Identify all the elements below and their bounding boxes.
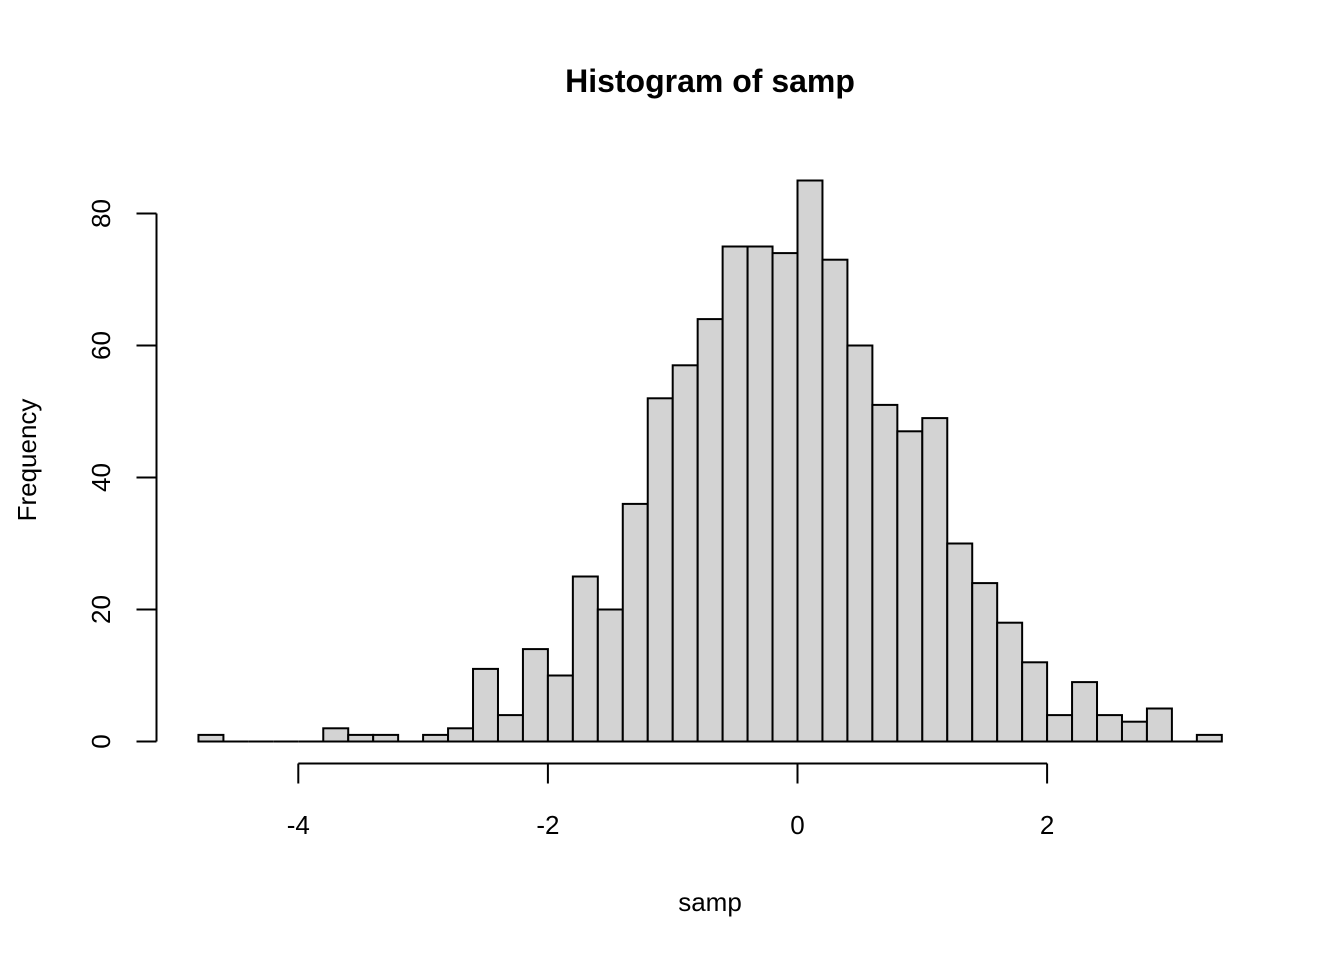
- chart-title: Histogram of samp: [565, 63, 855, 99]
- histogram-bar: [996, 621, 1024, 743]
- histogram-bar: [946, 542, 974, 743]
- x-axis-label: samp: [678, 887, 742, 917]
- histogram-bar: [546, 674, 574, 743]
- histogram-bar: [422, 733, 450, 743]
- histogram-bar: [472, 667, 499, 743]
- x-tick-label: -4: [287, 810, 310, 840]
- histogram-bar: [821, 258, 849, 743]
- x-axis: -4 -2 0 2: [287, 762, 1054, 840]
- histogram-bar: [1021, 661, 1049, 743]
- histogram-bar: [447, 727, 475, 743]
- histogram-bar: [521, 648, 549, 743]
- x-tick-label: 0: [790, 810, 804, 840]
- histogram-bar: [322, 727, 350, 743]
- histogram-bar: [771, 252, 799, 743]
- y-tick-label: 20: [86, 595, 116, 624]
- histogram-bar: [372, 733, 400, 743]
- x-tick-label: 2: [1040, 810, 1054, 840]
- histogram-bar: [197, 733, 225, 743]
- histogram-bar: [846, 344, 874, 743]
- histogram-bar: [496, 714, 524, 743]
- histogram-bar: [571, 575, 599, 743]
- histogram-bar: [796, 179, 824, 743]
- histogram-bar: [1120, 720, 1148, 743]
- histogram-bar: [971, 582, 999, 743]
- histogram-bar: [347, 733, 375, 743]
- histogram-bar: [1096, 714, 1123, 743]
- histogram-bar: [1145, 707, 1173, 743]
- histogram-bar: [646, 397, 674, 743]
- histogram-bar: [596, 608, 624, 743]
- bars-group: [197, 179, 1223, 743]
- histogram-bar: [721, 245, 749, 743]
- histogram-bar: [696, 318, 724, 743]
- y-tick-label: 80: [86, 199, 116, 228]
- histogram-bar: [921, 417, 949, 743]
- histogram-bar: [896, 430, 924, 743]
- histogram-bar: [1071, 681, 1099, 743]
- y-tick-label: 60: [86, 331, 116, 360]
- histogram-bar: [1046, 714, 1074, 743]
- y-axis-label: Frequency: [12, 399, 42, 522]
- histogram-bar: [671, 364, 699, 743]
- y-tick-label: 0: [86, 734, 116, 748]
- y-tick-label: 40: [86, 463, 116, 492]
- histogram-bar: [746, 245, 774, 743]
- y-axis: 0 20 40 60 80: [86, 199, 158, 749]
- x-tick-label: -2: [536, 810, 559, 840]
- histogram-bar: [871, 403, 899, 743]
- histogram-bar: [1195, 733, 1223, 743]
- histogram-bar: [621, 502, 649, 743]
